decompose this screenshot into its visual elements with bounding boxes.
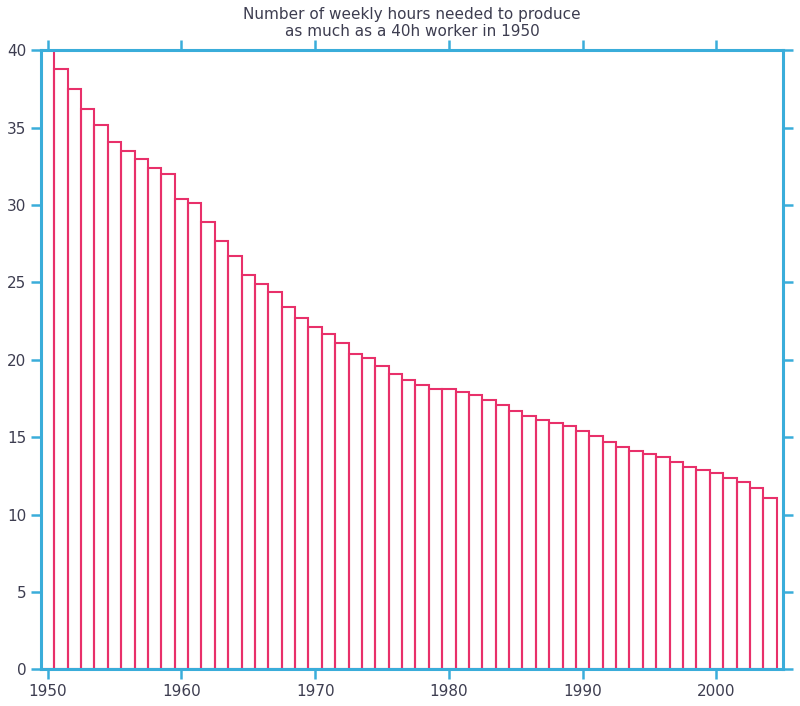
Bar xyxy=(349,354,362,669)
Bar xyxy=(562,426,576,669)
Bar xyxy=(81,109,94,669)
Bar xyxy=(710,473,723,669)
Bar xyxy=(242,275,255,669)
Bar xyxy=(683,467,696,669)
Bar xyxy=(282,307,295,669)
Bar xyxy=(174,199,188,669)
Bar xyxy=(576,431,590,669)
Bar xyxy=(656,457,670,669)
Bar xyxy=(188,203,202,669)
Bar xyxy=(482,400,496,669)
Bar xyxy=(162,174,174,669)
Bar xyxy=(389,373,402,669)
Bar xyxy=(723,477,737,669)
Bar xyxy=(255,284,268,669)
Bar xyxy=(148,168,162,669)
Bar xyxy=(268,292,282,669)
Bar xyxy=(202,222,215,669)
Bar xyxy=(737,482,750,669)
Bar xyxy=(536,420,550,669)
Bar xyxy=(630,451,643,669)
Bar xyxy=(763,498,777,669)
Bar xyxy=(590,436,602,669)
Bar xyxy=(41,50,54,669)
Bar xyxy=(228,256,242,669)
Bar xyxy=(134,159,148,669)
Bar xyxy=(442,389,455,669)
Bar xyxy=(509,411,522,669)
Bar xyxy=(94,124,108,669)
Bar xyxy=(496,405,509,669)
Title: Number of weekly hours needed to produce
as much as a 40h worker in 1950: Number of weekly hours needed to produce… xyxy=(243,7,581,40)
Bar xyxy=(696,469,710,669)
Bar xyxy=(322,333,335,669)
Bar xyxy=(602,442,616,669)
Bar xyxy=(121,151,134,669)
Bar xyxy=(215,241,228,669)
Bar xyxy=(108,142,121,669)
Bar xyxy=(670,462,683,669)
Bar xyxy=(295,318,309,669)
Bar xyxy=(429,389,442,669)
Bar xyxy=(550,424,562,669)
Bar xyxy=(309,328,322,669)
Bar xyxy=(455,393,469,669)
Bar xyxy=(643,454,656,669)
Bar xyxy=(522,416,536,669)
Bar xyxy=(415,385,429,669)
Bar xyxy=(402,380,415,669)
Bar xyxy=(469,395,482,669)
Bar xyxy=(750,489,763,669)
Bar xyxy=(362,359,375,669)
Bar xyxy=(335,343,349,669)
Bar xyxy=(375,366,389,669)
Bar xyxy=(616,447,630,669)
Bar xyxy=(54,68,68,669)
Bar xyxy=(68,89,81,669)
